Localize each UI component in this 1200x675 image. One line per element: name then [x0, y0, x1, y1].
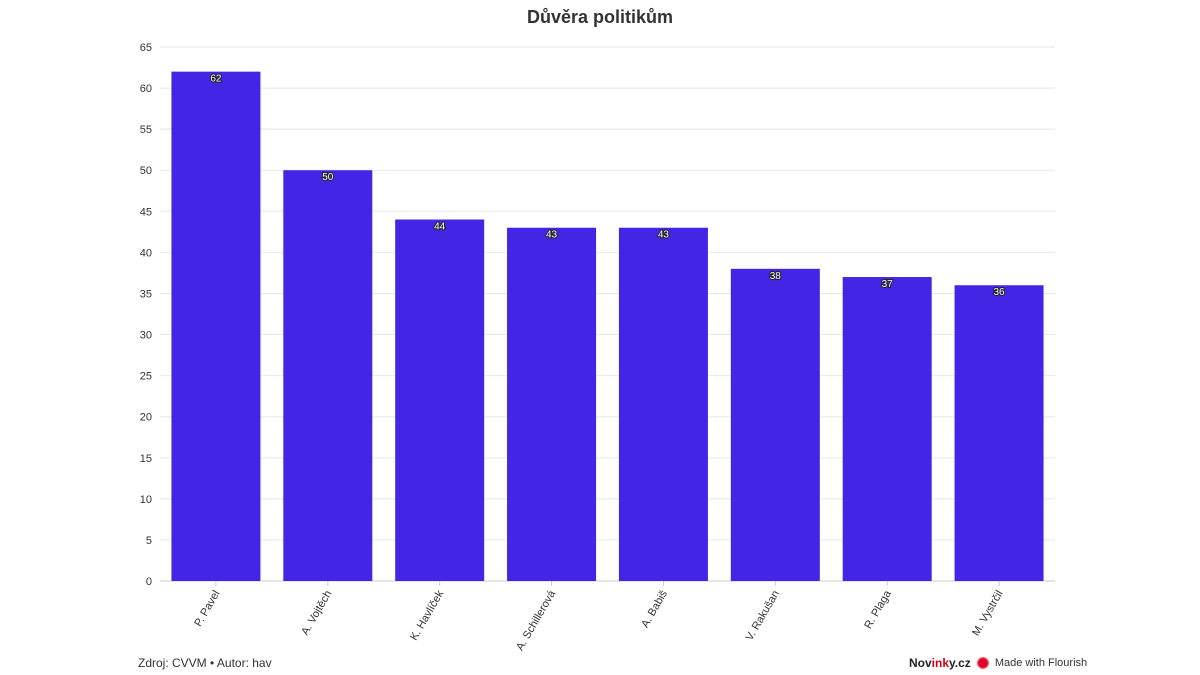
brand-part: ink — [931, 656, 950, 670]
data-label: 44 — [434, 222, 446, 233]
y-tick-label: 55 — [140, 124, 152, 136]
data-label: 62 — [210, 74, 222, 85]
source-note: Zdroj: CVVM • Autor: hav — [138, 656, 272, 670]
novinky-logo[interactable]: Novinky.cz — [909, 656, 971, 670]
data-label: 38 — [770, 271, 782, 282]
footer-branding: Novinky.cz Made with Flourish — [909, 656, 1087, 670]
data-label: 37 — [882, 279, 894, 290]
data-label: 43 — [658, 230, 670, 241]
y-tick-label: 20 — [140, 412, 152, 424]
x-tick-label: V. Rakušan — [744, 589, 782, 643]
x-tick-label: K. Havlíček — [408, 588, 446, 643]
x-tick-label: P. Pavel — [192, 589, 222, 629]
x-tick-label: A. Babiš — [639, 588, 670, 630]
y-tick-label: 50 — [140, 165, 152, 177]
bar[interactable] — [507, 227, 597, 581]
bar[interactable] — [730, 268, 820, 581]
bar[interactable] — [395, 219, 485, 581]
made-with-flourish-link[interactable]: Made with Flourish — [994, 657, 1088, 669]
y-tick-label: 65 — [140, 42, 152, 54]
y-tick-label: 25 — [140, 371, 152, 383]
bar[interactable] — [171, 71, 261, 582]
chart-title: Důvěra politikům — [526, 7, 674, 27]
y-tick-label: 15 — [140, 453, 152, 465]
x-tick-label: A. Vojtěch — [299, 589, 334, 638]
x-tick-label: M. Vystrčil — [970, 589, 1006, 639]
y-tick-label: 0 — [146, 576, 152, 588]
data-label: 36 — [994, 287, 1006, 298]
brand-part: Nov — [909, 656, 932, 670]
y-tick-label: 35 — [140, 288, 152, 300]
y-tick-label: 45 — [140, 206, 152, 218]
y-tick-label: 40 — [140, 247, 152, 259]
y-tick-label: 5 — [146, 535, 152, 547]
y-tick-label: 10 — [140, 494, 152, 506]
flourish-icon — [976, 657, 989, 669]
y-tick-label: 60 — [140, 83, 152, 95]
bar[interactable] — [842, 277, 932, 581]
brand-part: y.cz — [949, 656, 971, 670]
x-tick-label: A. Schillerová — [514, 588, 558, 653]
bar[interactable] — [283, 170, 373, 581]
bar[interactable] — [618, 227, 708, 581]
y-tick-label: 30 — [140, 330, 152, 342]
data-label: 50 — [322, 172, 334, 183]
bar[interactable] — [954, 285, 1044, 581]
data-label: 43 — [546, 230, 558, 241]
x-tick-label: R. Plaga — [862, 588, 894, 631]
